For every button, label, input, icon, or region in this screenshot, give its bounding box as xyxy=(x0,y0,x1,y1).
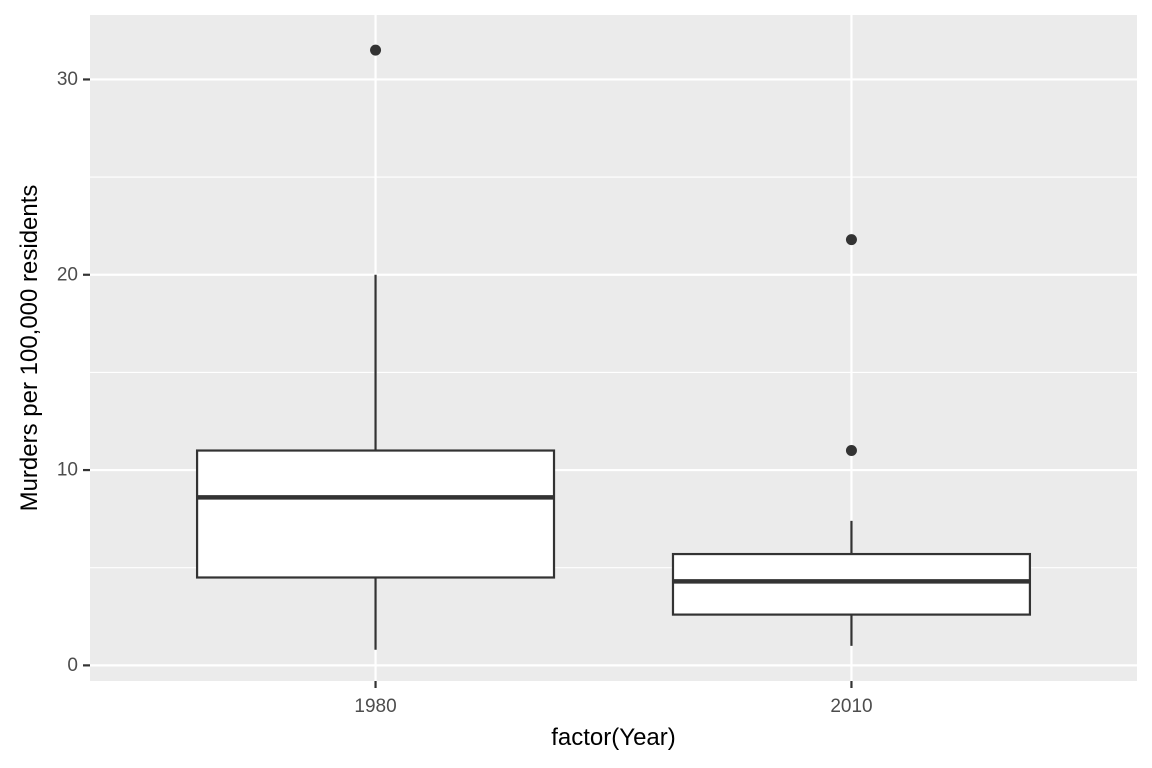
y-axis-title: Murders per 100,000 residents xyxy=(16,185,43,512)
y-tick-label: 20 xyxy=(57,264,78,285)
boxes-layer xyxy=(195,44,1032,650)
y-tick-label: 0 xyxy=(67,655,78,676)
outlier-point xyxy=(370,44,382,56)
x-tick-label: 2010 xyxy=(830,696,872,717)
outlier-point xyxy=(845,234,857,246)
x-axis: 1980 2010 xyxy=(354,681,873,717)
x-axis-title: factor(Year) xyxy=(551,724,676,751)
box-1980 xyxy=(195,44,556,650)
y-tick-label: 30 xyxy=(57,69,78,90)
outlier-point xyxy=(845,445,857,457)
x-tick-label: 1980 xyxy=(354,696,396,717)
box-2010 xyxy=(671,234,1032,646)
y-axis: 0 10 20 30 xyxy=(57,69,90,676)
box-iqr xyxy=(671,552,1032,616)
y-tick-label: 10 xyxy=(57,460,78,481)
box-iqr xyxy=(195,449,556,579)
